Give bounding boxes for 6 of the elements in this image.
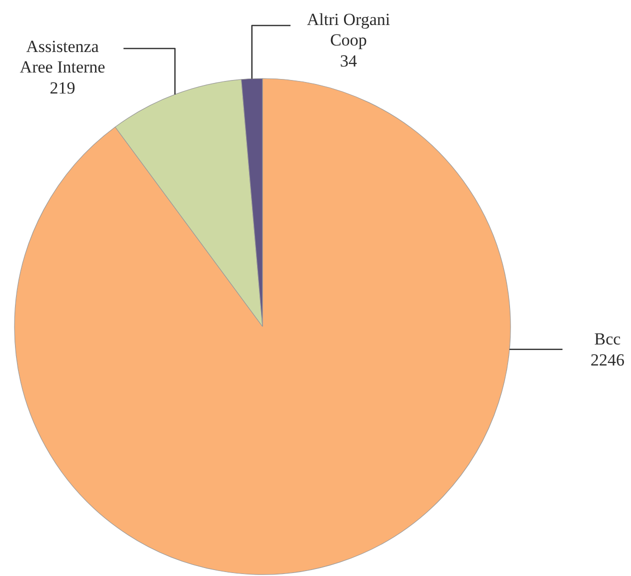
data-label: 34: [340, 52, 358, 70]
data-label: 2246: [590, 350, 624, 370]
data-label: 219: [50, 78, 76, 98]
slice-label: Bcc: [594, 330, 622, 349]
slice-label: Assistenza Aree Interne: [20, 37, 106, 76]
slice-label: Altri Organi Coop: [306, 10, 390, 50]
